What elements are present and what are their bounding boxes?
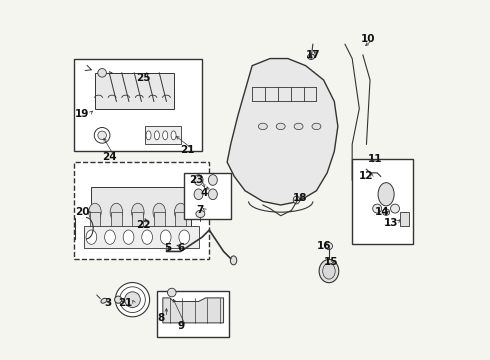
Ellipse shape — [319, 260, 339, 283]
Ellipse shape — [196, 210, 205, 217]
Bar — [90, 212, 100, 237]
Text: 6: 6 — [177, 243, 184, 253]
Ellipse shape — [154, 131, 159, 140]
Ellipse shape — [89, 203, 101, 221]
Circle shape — [115, 283, 149, 317]
Text: 19: 19 — [75, 109, 90, 119]
Circle shape — [325, 243, 333, 249]
Ellipse shape — [171, 131, 176, 140]
Text: 14: 14 — [375, 207, 390, 217]
Bar — [84, 226, 198, 248]
Ellipse shape — [104, 230, 115, 244]
Text: 21: 21 — [181, 145, 195, 155]
Ellipse shape — [208, 189, 218, 200]
Text: 9: 9 — [177, 321, 184, 332]
Text: 23: 23 — [190, 175, 204, 185]
Bar — [74, 59, 202, 152]
Text: 5: 5 — [165, 243, 172, 253]
Ellipse shape — [142, 230, 152, 244]
Ellipse shape — [146, 131, 151, 140]
Text: 20: 20 — [75, 207, 90, 217]
Text: 10: 10 — [361, 34, 375, 44]
Bar — [184, 173, 231, 219]
Text: 8: 8 — [157, 312, 165, 323]
Ellipse shape — [294, 123, 303, 130]
Text: 18: 18 — [293, 193, 308, 203]
Ellipse shape — [163, 131, 168, 140]
Bar — [352, 158, 413, 244]
Polygon shape — [163, 298, 223, 323]
Circle shape — [168, 288, 176, 297]
Ellipse shape — [293, 196, 300, 204]
Text: 25: 25 — [136, 73, 150, 83]
Bar — [400, 212, 409, 226]
Circle shape — [94, 127, 110, 143]
Ellipse shape — [391, 204, 399, 213]
Ellipse shape — [132, 203, 144, 221]
Text: 4: 4 — [200, 188, 208, 198]
Ellipse shape — [258, 123, 268, 130]
Text: 11: 11 — [368, 154, 383, 163]
Ellipse shape — [323, 263, 335, 279]
Bar — [154, 212, 165, 237]
Ellipse shape — [110, 203, 122, 221]
Circle shape — [115, 296, 122, 303]
Ellipse shape — [230, 256, 237, 265]
Ellipse shape — [123, 230, 134, 244]
Bar — [92, 187, 192, 237]
Bar — [95, 73, 173, 109]
Text: 17: 17 — [306, 50, 320, 60]
Ellipse shape — [160, 230, 171, 244]
Circle shape — [98, 131, 106, 140]
Text: 2: 2 — [118, 298, 125, 308]
Ellipse shape — [276, 123, 285, 130]
Text: 22: 22 — [136, 220, 150, 230]
Bar — [132, 212, 143, 237]
Ellipse shape — [308, 54, 315, 59]
Text: 12: 12 — [359, 171, 374, 181]
Bar — [111, 212, 122, 237]
Bar — [74, 162, 209, 258]
Text: 1: 1 — [125, 298, 132, 308]
Text: 13: 13 — [384, 218, 399, 228]
Ellipse shape — [179, 230, 190, 244]
Ellipse shape — [373, 204, 382, 213]
Polygon shape — [227, 59, 338, 205]
Ellipse shape — [153, 203, 166, 221]
Circle shape — [124, 292, 140, 307]
Text: 24: 24 — [102, 152, 117, 162]
Bar — [157, 291, 229, 337]
Ellipse shape — [194, 175, 203, 185]
Ellipse shape — [174, 203, 187, 221]
Circle shape — [164, 240, 172, 249]
Text: 3: 3 — [104, 298, 111, 308]
Ellipse shape — [208, 175, 218, 185]
Ellipse shape — [86, 230, 97, 244]
Ellipse shape — [383, 209, 390, 215]
Text: 7: 7 — [196, 205, 204, 215]
Ellipse shape — [194, 189, 203, 200]
Text: 16: 16 — [317, 241, 331, 251]
Text: 15: 15 — [323, 257, 338, 267]
Bar — [175, 212, 186, 237]
Ellipse shape — [101, 298, 107, 303]
Ellipse shape — [378, 183, 394, 206]
Ellipse shape — [312, 123, 321, 130]
Bar — [145, 126, 181, 144]
Circle shape — [98, 68, 106, 77]
